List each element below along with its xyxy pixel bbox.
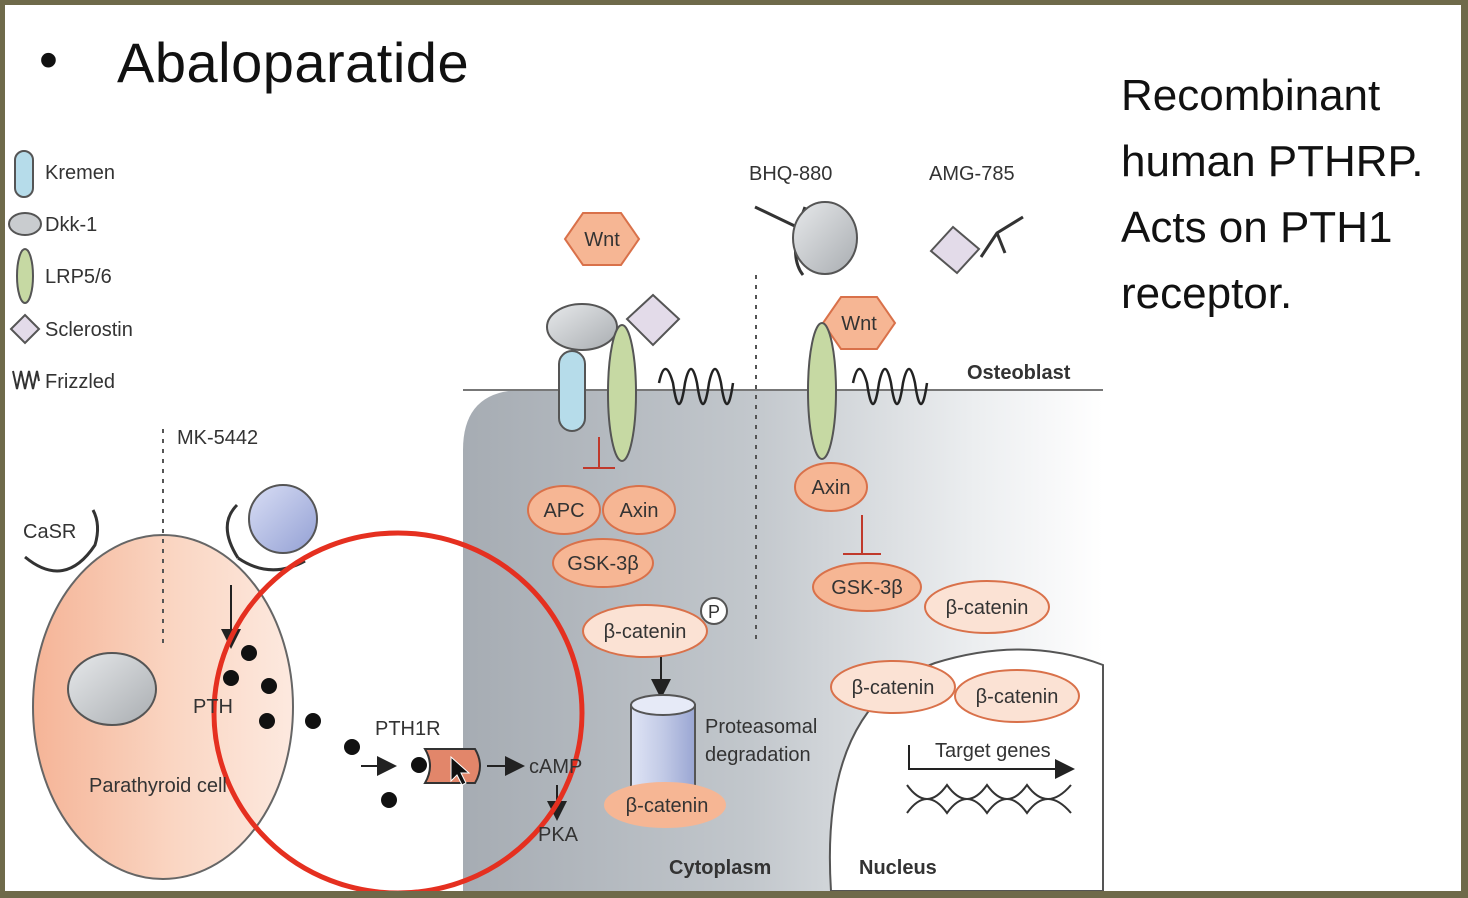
side-note-line-2: human PTHRP. [1121, 129, 1461, 195]
axin-right-label: Axin [812, 477, 851, 499]
nucleus-label: Nucleus [859, 857, 937, 879]
mk5442-molecule [249, 485, 317, 553]
cytoplasm-label: Cytoplasm [669, 857, 771, 879]
side-note-line-4: receptor. [1121, 261, 1461, 327]
kremen-icon [15, 151, 33, 197]
amg785-sclerostin [931, 227, 979, 273]
pth1r-label: PTH1R [375, 718, 441, 740]
lrp-bound-right [808, 323, 836, 459]
legend-sclerostin-label: Sclerostin [45, 319, 133, 341]
lrp-bound-left [608, 325, 636, 461]
osteoblast-label: Osteoblast [967, 362, 1071, 384]
proteasomal-label: Proteasomal [705, 716, 817, 738]
target-genes-label: Target genes [935, 740, 1051, 762]
bcat-r1-label: β-catenin [946, 597, 1029, 619]
side-note-line-1: Recombinant [1121, 63, 1461, 129]
legend-frizzled-label: Frizzled [45, 371, 115, 393]
bcat-proteasome-label: β-catenin [626, 795, 709, 817]
wnt-left-label: Wnt [584, 229, 620, 251]
slide-title: Abaloparatide [117, 35, 469, 91]
side-note-line-3: Acts on PTH1 [1121, 195, 1461, 261]
amg785-label: AMG-785 [929, 163, 1015, 185]
legend-kremen-label: Kremen [45, 162, 115, 184]
sclerostin-icon [11, 315, 39, 343]
dkk1-bound [547, 304, 617, 350]
bhq880-label: BHQ-880 [749, 163, 832, 185]
lrp-icon [17, 249, 33, 303]
apc-label: APC [543, 500, 584, 522]
title-bullet: • [39, 33, 58, 87]
pka-label: PKA [538, 824, 579, 846]
bcat-p-label: β-catenin [604, 621, 687, 643]
legend-lrp-label: LRP5/6 [45, 266, 112, 288]
frizzled-icon [13, 371, 39, 389]
axin-left-label: Axin [620, 500, 659, 522]
degradation-label: degradation [705, 744, 811, 766]
amg785-antibody [981, 217, 1023, 257]
bhq880-dkk1 [793, 202, 857, 274]
kremen-bound [559, 351, 585, 431]
mk5442-label: MK-5442 [177, 427, 258, 449]
wnt-right-label: Wnt [841, 313, 877, 335]
parathyroid-cell-label: Parathyroid cell [89, 775, 227, 797]
bcat-r3-label: β-catenin [976, 686, 1059, 708]
gsk-left-label: GSK-3β [567, 553, 639, 575]
casr-receptor-2 [227, 505, 238, 558]
phospho-label: P [708, 602, 720, 622]
side-note: Recombinant human PTHRP. Acts on PTH1 re… [1121, 63, 1461, 327]
gsk-right-label: GSK-3β [831, 577, 903, 599]
proteasome-top [631, 695, 695, 715]
casr-label: CaSR [23, 521, 76, 543]
camp-label: cAMP [529, 756, 582, 778]
bcat-r2-label: β-catenin [852, 677, 935, 699]
pth-label: PTH [193, 696, 233, 718]
legend-dkk1-label: Dkk-1 [45, 214, 97, 236]
sclerostin-bound [627, 295, 679, 345]
parathyroid-nucleus [68, 653, 156, 725]
dkk1-icon [9, 213, 41, 235]
slide: Kremen Dkk-1 LRP5/6 Sclerostin Frizzled … [5, 5, 1461, 891]
